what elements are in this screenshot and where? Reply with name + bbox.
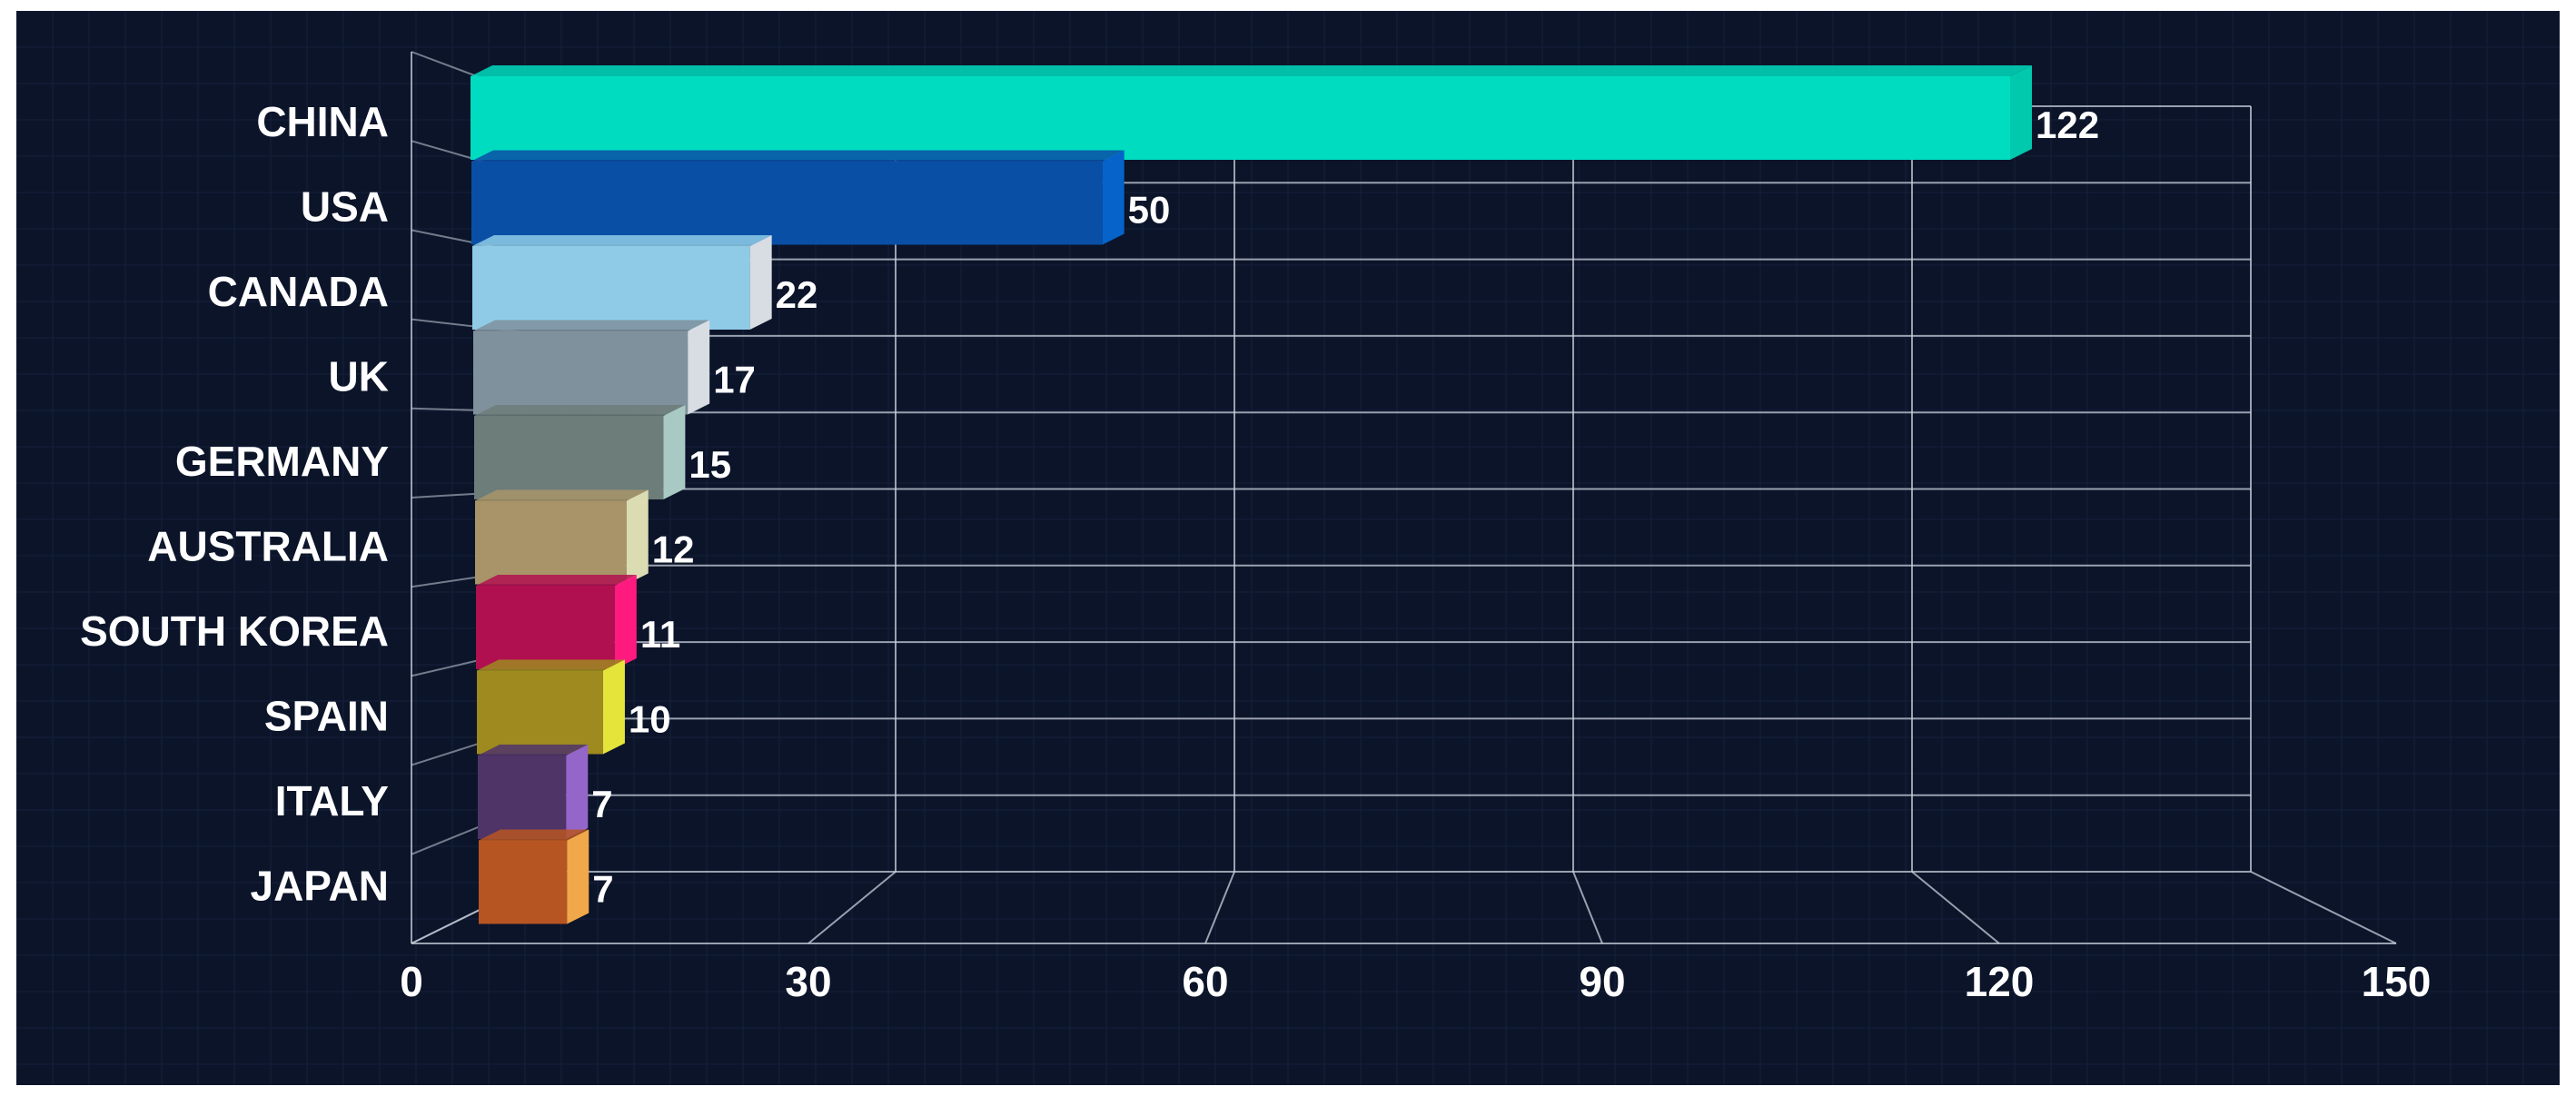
bar-end-face [1102, 150, 1125, 245]
bar-end-face [663, 405, 686, 499]
bar-uk [473, 320, 710, 415]
bar-italy [478, 745, 589, 839]
x-tick-label: 30 [785, 958, 831, 1005]
bar-end-face [566, 745, 589, 839]
bar-top-face [472, 235, 772, 246]
x-tick-labels: 0 30 60 90 120 150 [400, 958, 2431, 1005]
bar-japan [479, 829, 590, 924]
bar-top-face [475, 489, 649, 501]
category-label: JAPAN [250, 863, 389, 910]
data-label: 7 [591, 783, 612, 825]
bar-chart: CHINA USA CANADA UK GERMANY AUSTRALIA SOUTH KO… [16, 11, 2560, 1085]
bar-front-face [476, 586, 615, 669]
bar-top-face [476, 575, 637, 586]
data-label: 17 [713, 359, 756, 401]
bar-top-face [471, 150, 1125, 162]
x-tick-label: 60 [1182, 958, 1228, 1005]
bar-top-face [474, 405, 686, 416]
category-label: USA [301, 183, 389, 231]
bar-spain [477, 659, 625, 755]
bar-south-korea [476, 575, 637, 669]
data-labels: 122 50 22 17 15 12 11 10 7 7 [591, 104, 2099, 911]
bars [471, 65, 2032, 924]
bar-end-face [688, 320, 710, 415]
bar-end-face [567, 829, 590, 924]
bar-front-face [472, 246, 750, 330]
category-label: SPAIN [264, 693, 389, 740]
bar-end-face [749, 235, 772, 330]
category-label: SOUTH KOREA [80, 607, 389, 655]
bar-front-face [479, 840, 568, 924]
background-grid [16, 11, 2560, 1085]
data-label: 22 [776, 273, 818, 316]
data-label: 50 [1128, 189, 1171, 232]
bar-canada [472, 235, 772, 330]
bar-top-face [478, 745, 589, 755]
bar-front-face [474, 416, 664, 499]
bar-end-face [614, 575, 637, 669]
chart-frame: CHINA USA CANADA UK GERMANY AUSTRALIA SOUTH KO… [16, 11, 2560, 1085]
category-label: GERMANY [175, 438, 389, 485]
bar-usa [471, 150, 1125, 245]
bar-top-face [473, 320, 710, 331]
bar-front-face [475, 500, 627, 585]
category-label: UK [329, 353, 389, 400]
category-label: CHINA [256, 98, 389, 145]
bar-front-face [471, 161, 1103, 245]
x-tick-label: 90 [1579, 958, 1625, 1005]
bar-top-face [479, 829, 590, 841]
bar-front-face [477, 670, 603, 755]
bar-end-face [2010, 65, 2032, 160]
x-tick-label: 150 [2362, 958, 2432, 1005]
data-label: 10 [629, 698, 671, 741]
bar-top-face [471, 65, 2032, 76]
bar-germany [474, 405, 686, 499]
bar-china [471, 65, 2032, 160]
data-label: 7 [592, 868, 613, 911]
category-label: AUSTRALIA [147, 523, 389, 570]
bar-australia [475, 489, 649, 585]
bar-front-face [471, 76, 2010, 160]
bar-end-face [602, 659, 625, 755]
category-labels: CHINA USA CANADA UK GERMANY AUSTRALIA SOUTH KO… [80, 98, 389, 910]
data-label: 12 [652, 528, 695, 571]
x-tick-label: 120 [1965, 958, 2035, 1005]
bar-front-face [478, 755, 567, 839]
data-label: 15 [689, 443, 731, 486]
category-label: ITALY [275, 777, 389, 824]
bar-front-face [473, 331, 689, 415]
bar-top-face [477, 659, 625, 671]
data-label: 122 [2036, 104, 2099, 146]
category-label: CANADA [208, 268, 389, 315]
data-label: 11 [640, 613, 680, 656]
x-tick-label: 0 [400, 958, 423, 1005]
bar-end-face [626, 489, 649, 585]
